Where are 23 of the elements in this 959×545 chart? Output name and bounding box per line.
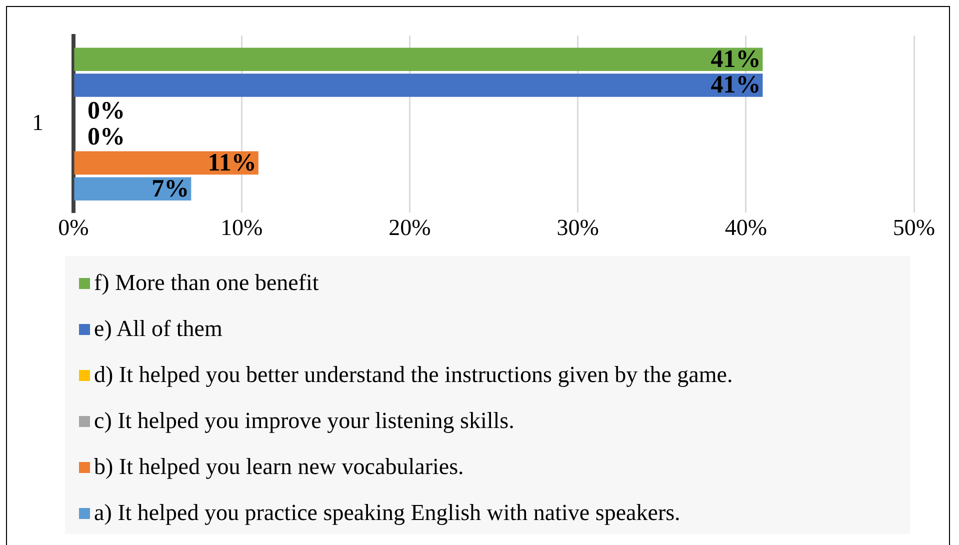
y-tick-label: 1: [32, 110, 44, 136]
x-tick-label: 10%: [220, 215, 263, 240]
data-label: 0%: [88, 124, 125, 151]
legend-label: a) It helped you practice speaking English with native speakers.: [94, 500, 680, 526]
legend-label: e) All of them: [94, 316, 222, 342]
bar: [74, 48, 763, 72]
legend-label: f) More than one benefit: [94, 270, 319, 296]
data-label: 7%: [152, 175, 190, 202]
bar: [74, 151, 258, 175]
x-tick-label: 20%: [388, 215, 431, 240]
x-tick-label: 50%: [892, 215, 936, 240]
data-label: 11%: [208, 149, 256, 176]
x-tick-label: 30%: [556, 215, 599, 240]
legend-label: c) It helped you improve your listening skills.: [94, 408, 514, 434]
data-label: 41%: [710, 72, 761, 99]
legend-label: b) It helped you learn new vocabularies.: [94, 454, 464, 480]
bar: [74, 177, 192, 201]
data-label: 0%: [88, 98, 125, 125]
legend-label: d) It helped you better understand the instructions given by the game.: [94, 362, 733, 388]
x-tick-label: 0%: [58, 215, 89, 240]
data-label: 41%: [710, 46, 761, 73]
bar: [74, 74, 763, 97]
x-tick-label: 40%: [724, 215, 767, 240]
